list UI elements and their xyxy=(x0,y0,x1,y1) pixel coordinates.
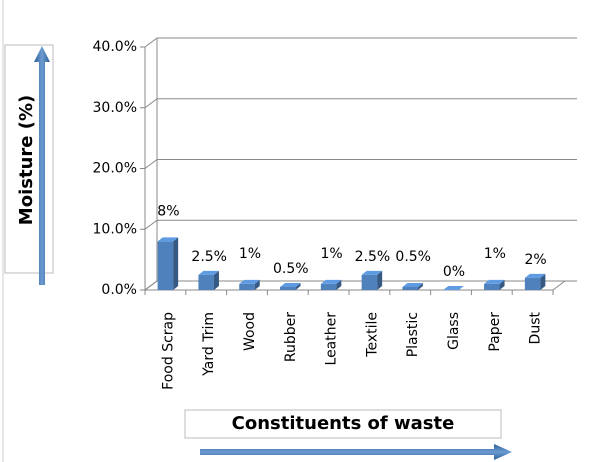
value-label: 8% xyxy=(157,203,179,219)
bar xyxy=(198,274,214,290)
bar xyxy=(320,283,337,290)
grid-line xyxy=(144,219,158,230)
bar xyxy=(239,283,255,290)
x-tick-label: Rubber xyxy=(283,312,299,362)
y-axis-title: Moisture (%) xyxy=(16,95,37,225)
x-tick-label: Paper xyxy=(487,312,503,352)
bar-side xyxy=(336,279,342,290)
x-tick-label: Dust xyxy=(528,311,544,344)
x-tick-label: Textile xyxy=(364,312,380,358)
bar-side xyxy=(295,282,301,290)
x-tick-label: Wood xyxy=(242,312,258,351)
bar xyxy=(361,274,378,290)
bar-top xyxy=(280,282,301,287)
bar-side xyxy=(417,282,423,290)
bar-top xyxy=(157,237,179,242)
value-label: 1% xyxy=(484,246,506,262)
y-tick-label: 30.0% xyxy=(93,100,137,116)
x-tick-label: Food Scrap xyxy=(160,312,176,390)
x-axis-title: Constituents of waste xyxy=(232,413,455,434)
bar-side xyxy=(499,279,505,290)
bar-top xyxy=(443,286,464,290)
y-tick-label: 20.0% xyxy=(93,161,137,177)
bar-side xyxy=(213,270,219,290)
grid-line xyxy=(144,98,158,109)
x-tick-label: Yard Trim xyxy=(201,312,217,377)
value-label: 1% xyxy=(320,246,342,262)
y-arrow xyxy=(34,46,50,285)
y-tick-label: 40.0% xyxy=(93,39,137,55)
value-label: 0% xyxy=(443,264,465,280)
bar-top xyxy=(239,279,260,284)
x-tick-label: Plastic xyxy=(405,312,421,357)
bar xyxy=(157,241,174,290)
x-tick-label: Glass xyxy=(446,312,462,350)
bar-side xyxy=(540,273,546,290)
x-title-box xyxy=(184,409,502,439)
value-label: 0.5% xyxy=(395,249,431,265)
x-arrow xyxy=(200,444,512,460)
value-label: 2% xyxy=(524,252,546,268)
value-label: 1% xyxy=(239,246,261,262)
value-label: 0.5% xyxy=(273,261,309,277)
y-tick-label: 10.0% xyxy=(93,221,137,237)
bar-top xyxy=(198,270,219,275)
bar xyxy=(280,286,296,290)
bar xyxy=(402,286,418,290)
bar-side xyxy=(254,279,260,290)
bar xyxy=(484,283,500,290)
bar-top xyxy=(402,282,423,287)
value-label: 2.5% xyxy=(355,249,391,265)
bar-side xyxy=(173,237,179,290)
bar-top xyxy=(484,279,505,284)
grid-line xyxy=(144,37,158,48)
x-tick-label: Leather xyxy=(324,312,340,366)
value-label: 2.5% xyxy=(191,249,227,265)
grid-line xyxy=(144,159,158,169)
bar-top xyxy=(361,270,383,275)
bar-top xyxy=(320,279,342,284)
bar xyxy=(524,277,541,290)
grid-line xyxy=(144,280,158,291)
bar-side xyxy=(377,270,383,290)
y-tick-label: 0.0% xyxy=(101,282,137,298)
bar-top xyxy=(524,273,546,278)
